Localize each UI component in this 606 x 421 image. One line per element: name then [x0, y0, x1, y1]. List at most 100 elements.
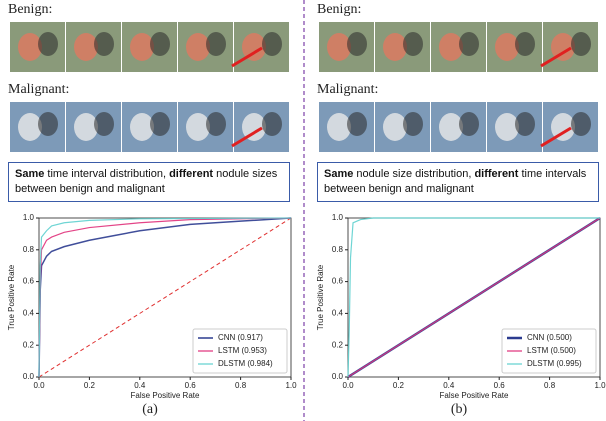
y-tick-label: 0.8 — [23, 245, 35, 254]
image-blob — [383, 113, 407, 141]
y-tick-label: 0.0 — [332, 372, 344, 381]
image-blob — [262, 32, 282, 56]
roc-line — [347, 217, 600, 378]
image-blob — [242, 33, 266, 61]
image-blob — [38, 112, 58, 136]
malignant-label: Malignant: — [317, 82, 378, 97]
panel-label: (b) — [451, 402, 468, 417]
image-blob — [439, 33, 463, 61]
image-blob — [130, 33, 154, 61]
image-blob — [327, 33, 351, 61]
red-arrow — [540, 46, 572, 68]
x-tick-label: 0.2 — [84, 381, 96, 390]
caption-text: different — [474, 168, 519, 180]
roc-line — [38, 217, 292, 378]
legend-label: LSTM (0.953) — [218, 346, 267, 355]
x-tick-label: 0.0 — [33, 381, 45, 390]
caption-text: Same — [15, 168, 45, 180]
image-blob — [495, 113, 519, 141]
y-tick-label: 0.0 — [23, 372, 35, 381]
image-blob — [439, 113, 463, 141]
x-tick-label: 0.0 — [342, 381, 354, 390]
image-blob — [242, 113, 266, 141]
caption-box: Same time interval distribution, differe… — [8, 162, 290, 202]
image-blob — [495, 33, 519, 61]
image-blob — [150, 32, 170, 56]
image-blob — [551, 33, 575, 61]
y-axis-label: True Positive Rate — [7, 264, 16, 330]
benign-label: Benign: — [8, 2, 52, 17]
caption-text: Same — [324, 168, 354, 180]
image-blob — [403, 32, 423, 56]
image-blob — [383, 33, 407, 61]
image-blob — [18, 113, 42, 141]
x-tick-label: 0.8 — [235, 381, 247, 390]
roc-line — [347, 217, 601, 378]
image-blob — [186, 33, 210, 61]
legend-label: LSTM (0.500) — [527, 346, 576, 355]
roc-line — [38, 217, 292, 378]
y-tick-label: 1.0 — [23, 213, 35, 222]
image-blob — [459, 32, 479, 56]
legend-label: CNN (0.917) — [218, 333, 263, 342]
x-tick-label: 0.6 — [494, 381, 506, 390]
image-blob — [74, 33, 98, 61]
panel-label: (a) — [142, 402, 158, 417]
image-blob — [130, 113, 154, 141]
red-arrow — [231, 126, 263, 148]
legend-box — [501, 328, 597, 374]
y-tick-label: 0.8 — [332, 245, 344, 254]
y-tick-label: 0.6 — [332, 277, 344, 286]
y-tick-label: 0.4 — [332, 309, 344, 318]
image-blob — [327, 113, 351, 141]
image-blob — [515, 112, 535, 136]
caption-text: time interval distribution, — [44, 168, 170, 180]
image-blob — [206, 112, 226, 136]
image-blob — [403, 112, 423, 136]
image-blob — [347, 32, 367, 56]
x-tick-label: 0.2 — [393, 381, 405, 390]
x-tick-label: 0.8 — [544, 381, 556, 390]
y-tick-label: 0.4 — [23, 309, 35, 318]
image-blob — [74, 113, 98, 141]
image-blob — [186, 113, 210, 141]
x-axis-label: False Positive Rate — [131, 391, 200, 400]
image-blob — [38, 32, 58, 56]
y-tick-label: 0.2 — [332, 340, 344, 349]
legend-label: CNN (0.500) — [527, 333, 572, 342]
red-arrow — [540, 126, 572, 148]
image-blob — [571, 32, 591, 56]
malignant-label: Malignant: — [8, 82, 69, 97]
image-blob — [459, 112, 479, 136]
image-blob — [262, 112, 282, 136]
image-blob — [515, 32, 535, 56]
caption-text: nodule sizes between benign and malignan… — [15, 168, 281, 195]
legend-label: DLSTM (0.995) — [527, 359, 582, 368]
reference-line — [38, 217, 292, 378]
caption-text: different — [169, 168, 214, 180]
legend-label: DLSTM (0.984) — [218, 359, 273, 368]
x-tick-label: 0.6 — [185, 381, 197, 390]
y-axis-label: True Positive Rate — [316, 264, 325, 330]
image-blob — [206, 32, 226, 56]
caption-box: Same nodule size distribution, different… — [317, 162, 599, 202]
red-arrow — [231, 46, 263, 68]
image-blob — [18, 33, 42, 61]
x-tick-label: 1.0 — [594, 381, 606, 390]
caption-text: time intervals between benign and malign… — [324, 168, 590, 195]
image-blob — [551, 113, 575, 141]
x-axis-label: False Positive Rate — [440, 391, 509, 400]
image-blob — [150, 112, 170, 136]
y-tick-label: 1.0 — [332, 213, 344, 222]
image-blob — [347, 112, 367, 136]
legend-box — [192, 328, 288, 374]
benign-label: Benign: — [317, 2, 361, 17]
caption-text: nodule size distribution, — [353, 168, 475, 180]
image-blob — [571, 112, 591, 136]
x-tick-label: 0.4 — [134, 381, 146, 390]
y-tick-label: 0.2 — [23, 340, 35, 349]
y-tick-label: 0.6 — [23, 277, 35, 286]
x-tick-label: 0.4 — [443, 381, 455, 390]
